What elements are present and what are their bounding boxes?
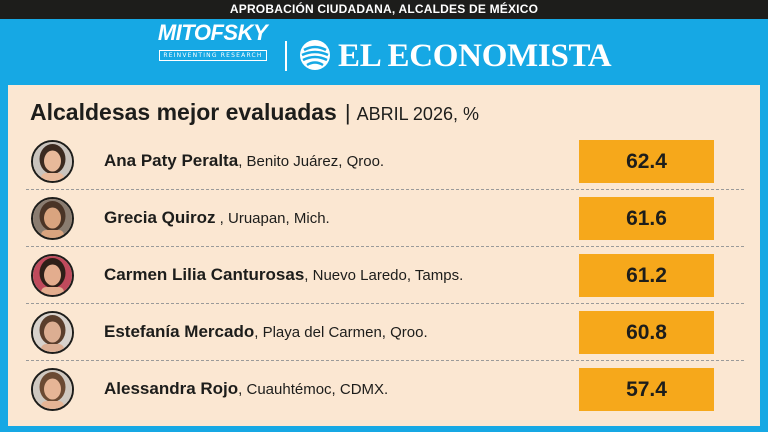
chart-title-line: Alcaldesas mejor evaluadas | ABRIL 2026, % [30, 97, 479, 127]
value-bar: 62.4 [579, 140, 714, 183]
person-location: , Uruapan, Mich. [215, 210, 330, 227]
ranking-panel: Alcaldesas mejor evaluadas | ABRIL 2026, %… [8, 85, 760, 426]
value-label: 61.2 [626, 264, 667, 287]
person-label: Ana Paty Peralta, Benito Juárez, Qroo. [104, 133, 384, 189]
person-location: , Nuevo Laredo, Tamps. [304, 267, 464, 284]
value-bar: 57.4 [579, 368, 714, 411]
value-bar: 60.8 [579, 311, 714, 354]
ranking-row: Grecia Quiroz , Uruapan, Mich. 61.6 [26, 190, 744, 247]
person-location: , Cuauhtémoc, CDMX. [238, 381, 389, 398]
avatar [31, 254, 74, 297]
value-bar: 61.2 [579, 254, 714, 297]
globe-icon [300, 40, 330, 70]
person-name: Ana Paty Peralta [104, 151, 239, 170]
ranking-row: Estefanía Mercado, Playa del Carmen, Qro… [26, 304, 744, 361]
top-banner: APROBACIÓN CIUDADANA, ALCALDES DE MÉXICO [0, 0, 768, 19]
person-label: Grecia Quiroz , Uruapan, Mich. [104, 190, 330, 246]
mitofsky-wordmark: MITOFSKY [157, 20, 268, 45]
avatar [31, 197, 74, 240]
person-location: , Playa del Carmen, Qroo. [254, 324, 428, 341]
value-label: 60.8 [626, 321, 667, 344]
chart-subtitle: ABRIL 2026, % [356, 104, 479, 124]
value-bar-fill [579, 311, 711, 354]
value-bar: 61.6 [579, 197, 714, 240]
value-label: 61.6 [626, 207, 667, 230]
value-label: 57.4 [626, 378, 667, 401]
value-bar-fill [579, 254, 711, 297]
title-separator: | [344, 100, 351, 125]
el-economista-logo: EL ECONOMISTA [298, 34, 618, 78]
value-label: 62.4 [626, 150, 667, 173]
brand-separator [285, 41, 287, 71]
ranking-row: Ana Paty Peralta, Benito Juárez, Qroo. 62… [26, 133, 744, 190]
mitofsky-logo: MITOFSKY REINVENTING RESEARCH [155, 20, 270, 61]
mitofsky-tagline: REINVENTING RESEARCH [159, 50, 267, 61]
el-economista-wordmark: EL ECONOMISTA [338, 38, 612, 74]
avatar [31, 368, 74, 411]
ranking-row: Carmen Lilia Canturosas, Nuevo Laredo, T… [26, 247, 744, 304]
avatar [31, 140, 74, 183]
person-location: , Benito Juárez, Qroo. [238, 153, 385, 170]
person-label: Estefanía Mercado, Playa del Carmen, Qro… [104, 304, 428, 360]
person-name: Alessandra Rojo [104, 379, 239, 398]
person-name: Estefanía Mercado [104, 322, 255, 341]
person-label: Carmen Lilia Canturosas, Nuevo Laredo, T… [104, 247, 463, 303]
value-bar-fill [579, 368, 703, 411]
avatar [31, 311, 74, 354]
person-name: Carmen Lilia Canturosas [104, 265, 305, 284]
ranking-row: Alessandra Rojo, Cuauhtémoc, CDMX. 57.4 [26, 361, 744, 417]
person-label: Alessandra Rojo, Cuauhtémoc, CDMX. [104, 361, 388, 417]
chart-title: Alcaldesas mejor evaluadas [30, 99, 337, 125]
person-name: Grecia Quiroz [104, 208, 216, 227]
value-bar-fill [579, 140, 714, 183]
value-bar-fill [579, 197, 712, 240]
